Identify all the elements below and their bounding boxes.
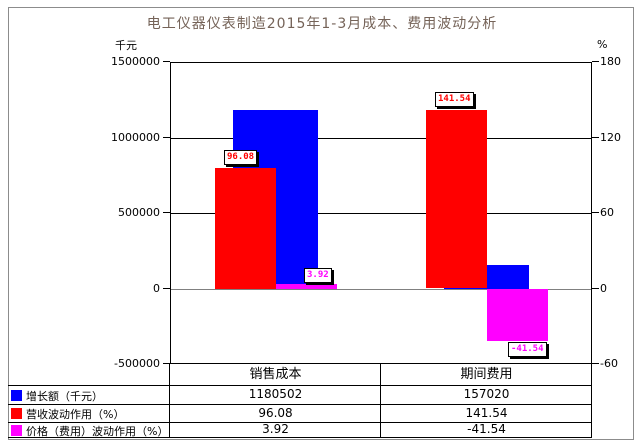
table-value-row2-col1: -41.54 bbox=[467, 422, 506, 436]
zero-gridline bbox=[171, 289, 591, 290]
plot-area bbox=[170, 62, 592, 364]
legend-cell-row1: 营收波动作用（%） bbox=[11, 404, 168, 422]
table-value-row1-col0: 96.08 bbox=[258, 406, 293, 420]
bar-series1-期间费用 bbox=[426, 110, 487, 288]
gridline bbox=[171, 138, 591, 139]
bar-series2-销售成本 bbox=[276, 284, 337, 289]
outer-frame bbox=[8, 7, 634, 440]
legend-cell-row2: 价格（费用）波动作用（%） bbox=[11, 422, 168, 437]
right-axis-unit-label: % bbox=[597, 38, 608, 51]
table-column-border bbox=[169, 364, 170, 437]
table-row-border bbox=[8, 422, 592, 423]
table-row-border bbox=[8, 404, 592, 405]
gridline bbox=[171, 213, 591, 214]
left-axis-unit-label: 千元 bbox=[115, 39, 137, 52]
table-row-border bbox=[8, 437, 592, 438]
point-label-96.08: 96.08 bbox=[224, 150, 258, 165]
point-label-141.54: 141.54 bbox=[435, 92, 474, 107]
legend-swatch-icon bbox=[11, 390, 22, 401]
table-column-border bbox=[380, 364, 381, 437]
point-label-3.92: 3.92 bbox=[304, 268, 332, 283]
legend-label: 价格（费用）波动作用（%） bbox=[26, 425, 168, 437]
legend-swatch-icon bbox=[11, 425, 22, 436]
legend-label: 增长额（千元） bbox=[26, 390, 103, 403]
legend-swatch-icon bbox=[11, 408, 22, 419]
table-header-销售成本: 销售成本 bbox=[249, 367, 302, 382]
table-row-border bbox=[8, 385, 592, 386]
table-value-row0-col0: 1180502 bbox=[248, 387, 303, 401]
table-header-期间费用: 期间费用 bbox=[460, 367, 513, 382]
chart-title: 电工仪器仪表制造2015年1-3月成本、费用波动分析 bbox=[146, 16, 498, 32]
table-value-row2-col0: 3.92 bbox=[262, 422, 289, 436]
point-label--41.54: -41.54 bbox=[508, 342, 547, 357]
bar-series2-期间费用 bbox=[487, 289, 548, 341]
table-value-row1-col1: 141.54 bbox=[465, 406, 508, 420]
table-value-row0-col1: 157020 bbox=[463, 387, 510, 401]
legend-label: 营收波动作用（%） bbox=[26, 408, 125, 421]
bar-series1-销售成本 bbox=[215, 168, 276, 289]
table-column-border bbox=[591, 364, 592, 437]
legend-cell-row0: 增长额（千元） bbox=[11, 385, 168, 404]
